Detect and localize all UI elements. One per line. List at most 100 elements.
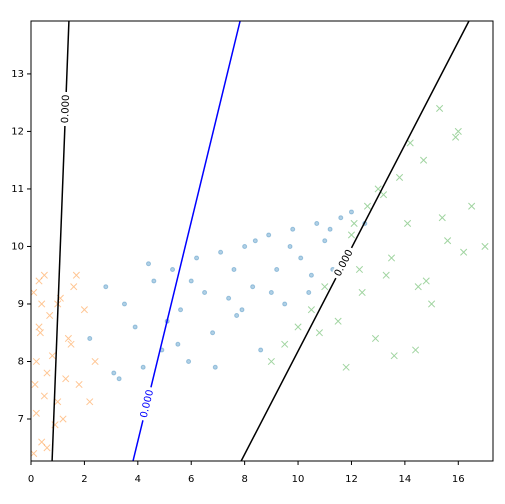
point <box>35 323 43 331</box>
point <box>308 272 314 278</box>
point <box>67 340 75 348</box>
point <box>422 277 430 285</box>
point <box>436 104 444 112</box>
point <box>40 271 48 279</box>
point <box>454 127 462 135</box>
point <box>186 358 192 364</box>
point <box>231 266 237 272</box>
point <box>281 340 289 348</box>
point <box>35 277 43 285</box>
y-tick-label: 11 <box>11 184 24 195</box>
x-tick-label: 4 <box>135 474 141 485</box>
point <box>242 243 248 249</box>
point <box>64 334 72 343</box>
point <box>132 324 138 330</box>
x-tick-label: 2 <box>81 474 87 485</box>
point <box>334 317 342 325</box>
point <box>267 357 275 366</box>
point <box>338 215 344 221</box>
point <box>86 398 94 406</box>
point <box>348 209 354 215</box>
point <box>48 352 56 360</box>
x-tick-label: 12 <box>345 474 358 485</box>
point <box>194 255 200 261</box>
point <box>80 306 88 314</box>
contour-line <box>240 21 470 461</box>
x-tick-label: 6 <box>188 474 194 485</box>
point <box>382 271 390 279</box>
point <box>175 341 181 347</box>
point <box>43 369 51 377</box>
point <box>210 330 216 336</box>
point <box>314 220 320 226</box>
point <box>62 375 70 383</box>
point <box>287 243 293 249</box>
point <box>258 347 264 353</box>
point <box>460 248 468 256</box>
point <box>282 301 288 307</box>
point <box>250 284 256 290</box>
point <box>252 238 258 244</box>
point <box>46 311 54 320</box>
point <box>307 306 315 314</box>
point <box>91 357 99 366</box>
point <box>38 438 46 446</box>
point <box>327 226 333 232</box>
point <box>188 278 194 284</box>
point <box>32 357 40 366</box>
y-tick-label: 8 <box>18 356 24 367</box>
point <box>170 266 176 272</box>
point <box>31 288 38 297</box>
point <box>146 261 152 267</box>
x-tick-label: 10 <box>292 474 305 485</box>
y-tick-label: 9 <box>18 299 24 310</box>
point <box>40 392 48 400</box>
point <box>350 219 358 228</box>
point <box>36 329 44 337</box>
point <box>438 214 446 222</box>
point <box>274 266 280 272</box>
point <box>121 301 127 307</box>
contour-label-gap <box>330 245 357 281</box>
point <box>218 249 224 255</box>
point <box>31 449 38 458</box>
point <box>54 398 62 406</box>
point <box>452 133 460 141</box>
x-tick-label: 16 <box>452 474 465 485</box>
point <box>111 370 117 376</box>
point <box>406 139 414 147</box>
point <box>468 202 476 210</box>
point <box>212 364 218 370</box>
point <box>306 289 312 295</box>
x-tick-label: 14 <box>399 474 412 485</box>
point <box>358 288 366 297</box>
point <box>234 312 240 318</box>
point <box>387 254 396 262</box>
point <box>32 409 40 417</box>
point <box>75 380 83 389</box>
point <box>59 415 67 423</box>
point <box>347 231 356 239</box>
point <box>140 364 146 370</box>
y-tick-label: 10 <box>11 241 24 252</box>
y-tick-label: 7 <box>18 414 24 425</box>
axes-frame <box>30 20 494 462</box>
point <box>355 265 364 274</box>
contour-label: 0.000 <box>60 94 72 123</box>
contour-label-gap <box>137 385 157 422</box>
point <box>363 202 372 210</box>
point <box>178 307 184 313</box>
point <box>395 173 404 181</box>
point <box>151 278 157 284</box>
point <box>412 346 420 354</box>
point <box>43 444 51 452</box>
point <box>266 232 272 238</box>
point <box>70 283 78 291</box>
point <box>444 237 452 245</box>
point <box>420 156 428 164</box>
point <box>315 329 323 337</box>
point <box>481 242 489 251</box>
point <box>226 295 232 301</box>
point <box>38 300 46 308</box>
